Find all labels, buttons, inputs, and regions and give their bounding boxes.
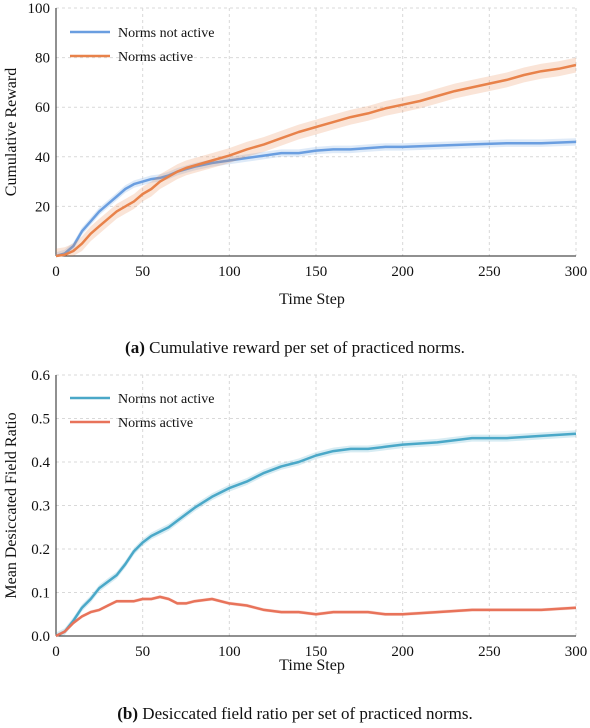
legend-label: Norms not active [118, 26, 214, 41]
y-tick-label: 100 [28, 1, 51, 17]
x-tick-label: 150 [305, 644, 328, 660]
x-axis-label: Time Step [279, 291, 345, 308]
y-axis-label: Mean Desiccated Field Ratio [3, 412, 20, 598]
x-tick-label: 200 [391, 264, 414, 280]
caption-a-tag: (a) [125, 338, 145, 357]
x-tick-label: 300 [565, 264, 588, 280]
x-tick-label: 250 [478, 264, 501, 280]
series-confidence-band [56, 430, 576, 636]
series-line [55, 140, 577, 258]
y-tick-label: 0.0 [31, 629, 50, 645]
y-axis-label: Cumulative Reward [3, 68, 20, 196]
y-tick-label: 0.1 [31, 586, 50, 602]
y-tick-label: 60 [35, 100, 50, 116]
x-tick-label: 0 [52, 644, 60, 660]
y-tick-label: 0.2 [31, 542, 50, 558]
caption-b: (b) Desiccated field ratio per set of pr… [0, 704, 590, 724]
x-tick-label: 100 [218, 644, 241, 660]
y-tick-label: 0.3 [31, 499, 50, 515]
legend-label: Norms active [118, 50, 193, 65]
x-tick-label: 300 [565, 644, 588, 660]
chart-panel-b: 0 50 100 150 200 250 300 0.0 0.1 0.2 0.3 0.4 0.5 0.6 T… [3, 368, 587, 674]
caption-a-text: Cumulative reward per set of practiced n… [149, 338, 465, 357]
x-tick-label: 50 [135, 644, 150, 660]
legend-label: Norms not active [118, 392, 214, 407]
caption-b-text: Desiccated field ratio per set of practi… [142, 704, 473, 723]
series-line [55, 63, 577, 258]
caption-a: (a) Cumulative reward per set of practic… [0, 338, 590, 358]
legend-label: Norms active [118, 416, 193, 431]
y-tick-label: 80 [35, 51, 50, 67]
y-tick-label: 0.5 [31, 412, 50, 428]
x-tick-label: 100 [218, 264, 241, 280]
caption-b-tag: (b) [117, 704, 139, 723]
x-tick-label: 0 [52, 264, 60, 280]
x-axis-label: Time Step [279, 657, 345, 674]
x-tick-label: 200 [391, 644, 414, 660]
series-line [55, 432, 577, 638]
x-tick-label: 50 [135, 264, 150, 280]
series-confidence-band [56, 57, 576, 256]
x-tick-label: 150 [305, 264, 328, 280]
chart-panel-a: 0 50 100 150 200 250 300 20 40 60 80 100 Time Step Cu… [3, 1, 587, 308]
y-tick-label: 0.6 [31, 368, 50, 384]
y-tick-label: 0.4 [31, 455, 50, 471]
x-tick-label: 250 [478, 644, 501, 660]
series-line [55, 595, 577, 638]
y-tick-label: 40 [35, 150, 50, 166]
y-tick-label: 20 [35, 199, 50, 215]
series-confidence-band [56, 595, 576, 636]
